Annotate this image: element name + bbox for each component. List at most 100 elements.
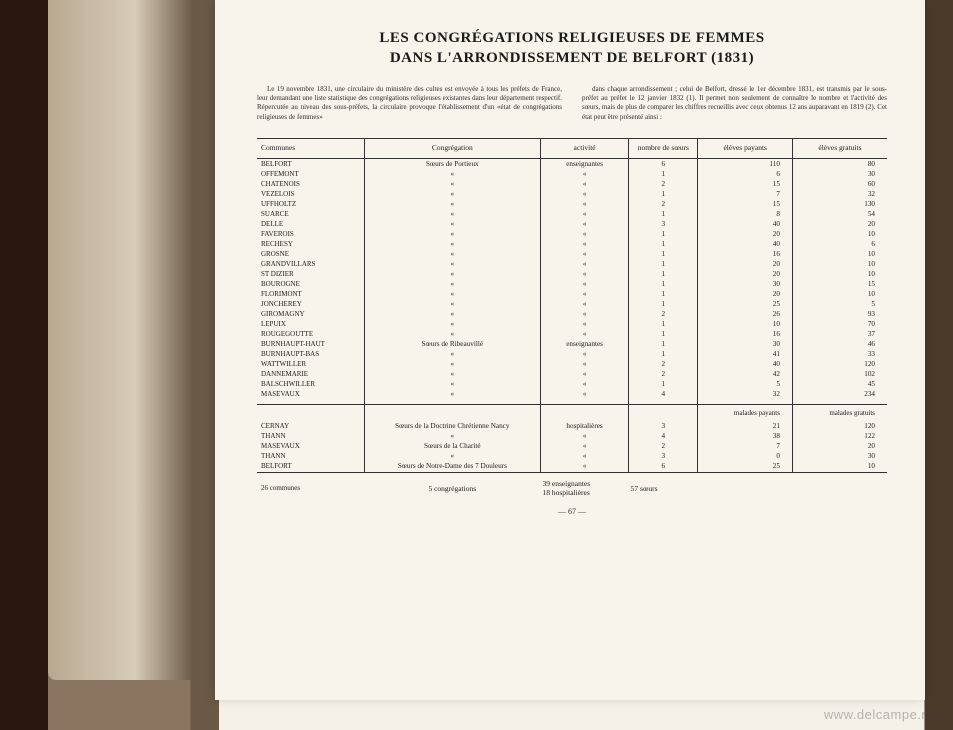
cell-gratuits: 122	[792, 432, 887, 442]
cell-commune: BELFORT	[257, 462, 364, 473]
table-row: BURNHAUPT-BAS««14133	[257, 349, 887, 359]
cell-payants: 26	[698, 309, 793, 319]
cell-congregation: «	[364, 199, 540, 209]
cell-activite: «	[540, 319, 628, 329]
cell-congregation: «	[364, 309, 540, 319]
table-row: RECHESY««1406	[257, 239, 887, 249]
cell-activite: «	[540, 179, 628, 189]
cell-activite: «	[540, 269, 628, 279]
table-row: SUARCE««1854	[257, 209, 887, 219]
cell-payants: 40	[698, 239, 793, 249]
cell-commune: OFFEMONT	[257, 169, 364, 179]
cell-nombre: 3	[629, 452, 698, 462]
cell-activite: «	[540, 279, 628, 289]
col-communes: Communes	[257, 139, 364, 159]
cell-gratuits: 130	[792, 199, 887, 209]
cell-commune: CHATENOIS	[257, 179, 364, 189]
cell-commune: BOUROGNE	[257, 279, 364, 289]
cell-congregation: «	[364, 249, 540, 259]
total-enseignantes: 39 enseignantes	[542, 479, 590, 488]
table-row: MASEVAUXSœurs de la Charité«2720	[257, 442, 887, 452]
cell-congregation: «	[364, 169, 540, 179]
table-row: LEPUIX««11070	[257, 319, 887, 329]
cell-nombre: 3	[629, 422, 698, 432]
table-row: ST DIZIER««12010	[257, 269, 887, 279]
cell-payants: 25	[698, 299, 793, 309]
cell-activite: «	[540, 442, 628, 452]
cell-nombre: 1	[629, 379, 698, 389]
cell-commune: BALSCHWILLER	[257, 379, 364, 389]
cell-commune: BELFORT	[257, 159, 364, 170]
document-page: LES CONGRÉGATIONS RELIGIEUSES DE FEMMES …	[215, 0, 925, 700]
cell-activite: «	[540, 462, 628, 473]
cell-nombre: 1	[629, 299, 698, 309]
cell-gratuits: 45	[792, 379, 887, 389]
cell-gratuits: 70	[792, 319, 887, 329]
cell-nombre: 2	[629, 369, 698, 379]
cell-payants: 25	[698, 462, 793, 473]
cell-commune: ST DIZIER	[257, 269, 364, 279]
cell-congregation: «	[364, 319, 540, 329]
col-activite: activité	[540, 139, 628, 159]
cell-congregation: «	[364, 179, 540, 189]
cell-commune: MASEVAUX	[257, 389, 364, 399]
cell-nombre: 1	[629, 319, 698, 329]
cell-gratuits: 20	[792, 219, 887, 229]
cell-commune: VEZELOIS	[257, 189, 364, 199]
cell-activite: «	[540, 379, 628, 389]
cell-payants: 20	[698, 289, 793, 299]
table-row: BALSCHWILLER««1545	[257, 379, 887, 389]
cell-payants: 38	[698, 432, 793, 442]
cell-commune: UFFHOLTZ	[257, 199, 364, 209]
cell-activite: «	[540, 209, 628, 219]
table-row: VEZELOIS««1732	[257, 189, 887, 199]
total-congregations: 5 congrégations	[364, 472, 540, 499]
cell-gratuits: 102	[792, 369, 887, 379]
cell-commune: FAVEROIS	[257, 229, 364, 239]
cell-payants: 0	[698, 452, 793, 462]
cell-congregation: Sœurs de Ribeauvillé	[364, 339, 540, 349]
left-page-blank	[48, 0, 193, 680]
cell-commune: MASEVAUX	[257, 442, 364, 452]
cell-gratuits: 60	[792, 179, 887, 189]
cell-activite: «	[540, 329, 628, 339]
cell-nombre: 1	[629, 349, 698, 359]
cell-congregation: «	[364, 329, 540, 339]
cell-activite: «	[540, 239, 628, 249]
cell-commune: JONCHEREY	[257, 299, 364, 309]
total-hospitalieres: 18 hospitalières	[542, 488, 589, 497]
cell-congregation: «	[364, 189, 540, 199]
cell-nombre: 1	[629, 279, 698, 289]
cell-payants: 20	[698, 229, 793, 239]
cell-activite: «	[540, 349, 628, 359]
cell-commune: DANNEMARIE	[257, 369, 364, 379]
title-line-1: LES CONGRÉGATIONS RELIGIEUSES DE FEMMES	[257, 28, 887, 48]
cell-commune: ROUGEGOUTTE	[257, 329, 364, 339]
cell-commune: GROSNE	[257, 249, 364, 259]
col-congregation: Congrégation	[364, 139, 540, 159]
table-row: OFFEMONT««1630	[257, 169, 887, 179]
cell-commune: GRANDVILLARS	[257, 259, 364, 269]
table-row: CERNAYSœurs de la Doctrine Chrétienne Na…	[257, 422, 887, 432]
cell-nombre: 4	[629, 389, 698, 399]
table-row: CHATENOIS««21560	[257, 179, 887, 189]
cell-gratuits: 234	[792, 389, 887, 399]
table-row: GIROMAGNY««22693	[257, 309, 887, 319]
cell-gratuits: 20	[792, 442, 887, 452]
cell-congregation: «	[364, 359, 540, 369]
cell-payants: 15	[698, 199, 793, 209]
cell-gratuits: 10	[792, 259, 887, 269]
congregations-table: Communes Congrégation activité nombre de…	[257, 138, 887, 498]
cell-payants: 15	[698, 179, 793, 189]
cell-nombre: 1	[629, 259, 698, 269]
cell-nombre: 2	[629, 359, 698, 369]
cell-activite: «	[540, 249, 628, 259]
cell-commune: THANN	[257, 452, 364, 462]
table-row: UFFHOLTZ««215130	[257, 199, 887, 209]
totals-row: 26 communes 5 congrégations 39 enseignan…	[257, 472, 887, 499]
cell-payants: 40	[698, 219, 793, 229]
cell-congregation: «	[364, 279, 540, 289]
cell-congregation: Sœurs de Notre-Dame des 7 Douleurs	[364, 462, 540, 473]
cell-commune: FLORIMONT	[257, 289, 364, 299]
cell-gratuits: 30	[792, 169, 887, 179]
